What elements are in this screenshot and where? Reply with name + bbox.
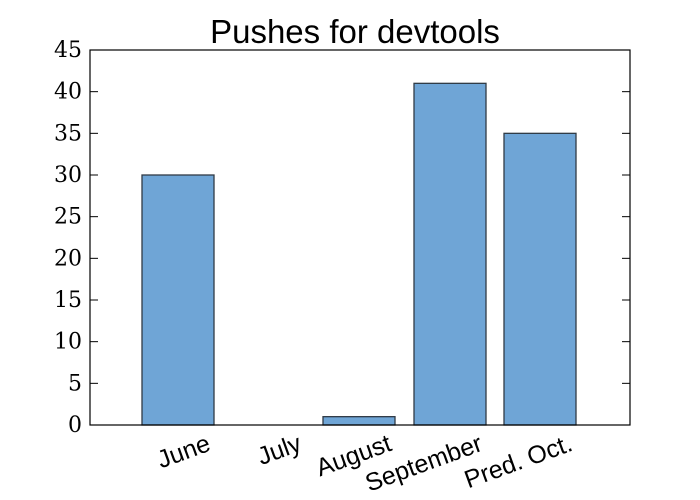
y-tick-label: 40 (54, 80, 82, 105)
y-tick-label: 0 (68, 413, 82, 438)
y-tick-label: 35 (54, 121, 82, 146)
y-tick-label: 20 (54, 246, 82, 271)
x-tick-label: June (154, 429, 215, 474)
y-tick-label: 15 (54, 288, 82, 313)
bar-august (322, 416, 396, 426)
plot-frame (89, 49, 631, 426)
y-tick-label: 25 (54, 205, 82, 230)
y-tick-label: 30 (54, 163, 82, 188)
y-tick-label: 45 (54, 38, 82, 63)
bar-pred-oct (503, 132, 577, 426)
chart-title: Pushes for devtools (210, 13, 500, 50)
bar-september (413, 82, 487, 426)
bar-june (141, 174, 215, 426)
bars-layer (141, 82, 577, 426)
y-tick-label: 5 (68, 371, 82, 396)
y-axis-ticks: 0 5 10 15 20 25 30 35 40 45 (54, 38, 630, 438)
x-tick-label: July (254, 429, 306, 471)
y-tick-label: 10 (54, 330, 82, 355)
